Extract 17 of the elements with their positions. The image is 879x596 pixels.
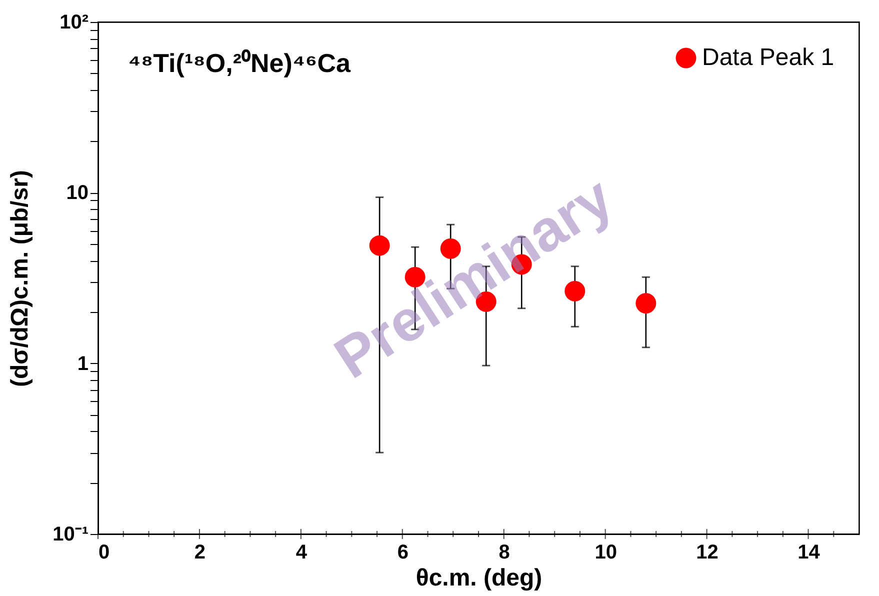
text: ⁴⁸Ti(¹⁸O,²⁰Ne)⁴⁶Ca [128, 48, 351, 78]
y-tick-label: 10⁻¹ [52, 524, 89, 546]
x-tick-label: 4 [296, 542, 308, 564]
y-tick-label: 10 [66, 182, 88, 204]
y-tick-label: 10² [60, 12, 89, 34]
x-tick-label: 2 [194, 542, 206, 564]
x-tick-label: 0 [98, 542, 110, 564]
y-axis-title: (dσ/dΩ)c.m. (μb/sr) [6, 170, 34, 388]
x-tick-label: 10 [594, 542, 617, 564]
point [636, 293, 656, 314]
x-axis-title: θc.m. (deg) [416, 564, 542, 592]
legend-label: Data Peak 1 [702, 44, 834, 71]
x-tick-label: 12 [696, 542, 718, 564]
x-tick-label: 8 [498, 542, 510, 564]
y-tick-label: 1 [77, 352, 88, 375]
x-tick-label: 14 [798, 542, 821, 564]
x-tick-label: 6 [397, 542, 408, 564]
